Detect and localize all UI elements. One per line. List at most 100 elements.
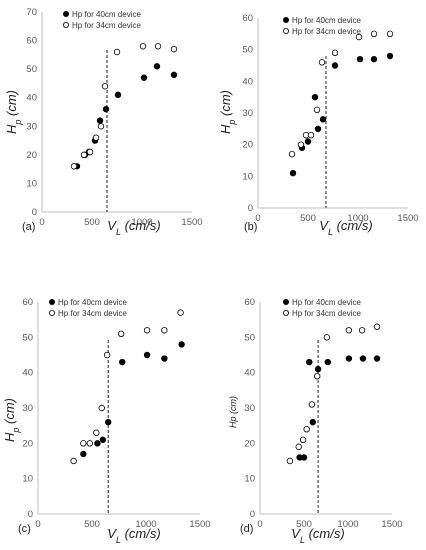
legend-marker bbox=[63, 21, 70, 28]
legend-marker bbox=[63, 10, 70, 17]
data-point bbox=[370, 30, 378, 38]
x-tick-label: 0 bbox=[255, 213, 260, 224]
y-axis-label: Hp (cm) bbox=[218, 90, 237, 134]
data-point bbox=[154, 43, 162, 50]
data-point bbox=[289, 169, 297, 177]
data-point bbox=[314, 125, 322, 133]
chart-panel-3: 0 10 20 30 40 50 60 0 500 1000 1500 Hp for 40cm dev… bbox=[2, 297, 211, 545]
data-point bbox=[153, 63, 161, 70]
y-tick-label: 40 bbox=[26, 93, 37, 104]
data-point bbox=[101, 83, 109, 90]
data-point bbox=[306, 358, 313, 366]
legend-entry: Hp for 34cm device bbox=[292, 309, 361, 318]
data-point bbox=[386, 52, 394, 60]
y-tick-label: 20 bbox=[26, 150, 37, 161]
y-tick-label: 10 bbox=[242, 171, 253, 182]
data-point bbox=[170, 45, 178, 53]
x-tick-label: 1500 bbox=[181, 217, 202, 228]
data-point bbox=[86, 440, 94, 447]
data-point bbox=[143, 351, 151, 359]
chart-panel-2: 0 10 20 30 40 50 60 0 500 1000 1500 Hp for 40cm dev… bbox=[218, 13, 419, 237]
data-point bbox=[345, 355, 353, 362]
y-tick-label: 10 bbox=[22, 474, 33, 485]
x-tick-label: 1000 bbox=[135, 519, 156, 530]
data-point bbox=[102, 105, 110, 113]
data-point bbox=[113, 48, 121, 56]
y-tick-label: 60 bbox=[26, 36, 37, 47]
data-point bbox=[331, 62, 339, 69]
data-point bbox=[359, 355, 367, 362]
data-point bbox=[331, 49, 339, 57]
data-point bbox=[295, 443, 302, 451]
data-point bbox=[311, 93, 319, 101]
legend-entry: Hp for 34cm device bbox=[292, 27, 361, 36]
data-point bbox=[309, 418, 316, 426]
y-tick-label: 70 bbox=[26, 7, 37, 18]
data-point bbox=[286, 457, 294, 465]
y-tick-label: 30 bbox=[242, 108, 253, 119]
x-tick-label: 0 bbox=[35, 519, 40, 530]
data-point bbox=[297, 141, 305, 148]
data-point bbox=[358, 327, 366, 334]
x-tick-label: 1000 bbox=[131, 217, 152, 228]
y-tick-label: 50 bbox=[26, 64, 37, 75]
panel-label: (c) bbox=[18, 523, 31, 535]
data-point bbox=[177, 309, 184, 316]
data-point bbox=[308, 401, 316, 408]
data-point bbox=[314, 365, 322, 373]
data-point bbox=[386, 30, 394, 38]
y-tick-label: 40 bbox=[244, 368, 255, 379]
legend-marker bbox=[49, 309, 56, 316]
x-axis-label: VL (cm/s) bbox=[319, 218, 372, 237]
data-point bbox=[373, 323, 381, 330]
data-point bbox=[161, 355, 168, 362]
data-point bbox=[373, 355, 381, 362]
data-point bbox=[114, 91, 122, 99]
data-point bbox=[97, 123, 105, 130]
data-point bbox=[140, 74, 148, 81]
y-tick-label: 20 bbox=[244, 438, 255, 449]
data-point bbox=[288, 150, 296, 158]
data-point bbox=[93, 429, 100, 436]
legend-entry: Hp for 34cm device bbox=[72, 21, 141, 30]
data-point bbox=[96, 117, 104, 124]
x-tick-label: 1000 bbox=[347, 213, 368, 224]
legend-marker bbox=[282, 298, 289, 305]
data-point bbox=[80, 440, 87, 447]
data-point bbox=[139, 43, 147, 50]
data-point bbox=[314, 373, 321, 380]
legend-entry: Hp for 40cm device bbox=[72, 10, 141, 19]
y-tick-label: 50 bbox=[244, 332, 255, 343]
data-point bbox=[119, 358, 126, 366]
x-tick-label: 1500 bbox=[189, 519, 210, 530]
x-tick-label: 1500 bbox=[397, 213, 418, 224]
data-point bbox=[299, 436, 307, 443]
data-point bbox=[103, 351, 111, 359]
panel-label: (b) bbox=[244, 221, 257, 233]
data-point bbox=[98, 404, 105, 412]
x-tick-label: 1000 bbox=[337, 519, 358, 530]
y-axis-label: Hp (cm) bbox=[2, 398, 21, 442]
data-point bbox=[143, 327, 151, 334]
x-axis-label: VL (cm/s) bbox=[107, 526, 160, 545]
y-tick-label: 30 bbox=[22, 403, 33, 414]
x-axis-label: VL (cm/s) bbox=[291, 526, 344, 545]
data-point bbox=[178, 341, 185, 348]
y-tick-label: 0 bbox=[28, 509, 33, 520]
x-tick-label: 1500 bbox=[381, 519, 402, 530]
data-point bbox=[161, 327, 168, 334]
y-tick-label: 60 bbox=[22, 297, 33, 308]
y-axis-label: Hp (cm) bbox=[4, 90, 23, 134]
y-tick-label: 20 bbox=[242, 140, 253, 151]
y-tick-label: 50 bbox=[242, 45, 253, 56]
y-tick-label: 40 bbox=[242, 76, 253, 87]
x-tick-label: 500 bbox=[84, 519, 100, 530]
x-tick-label: 0 bbox=[39, 217, 44, 228]
y-tick-label: 40 bbox=[22, 368, 33, 379]
data-point bbox=[319, 116, 327, 123]
data-point bbox=[80, 151, 88, 159]
y-tick-label: 30 bbox=[244, 403, 255, 414]
y-tick-label: 10 bbox=[26, 178, 37, 189]
x-axis-label: VL (cm/s) bbox=[107, 218, 160, 237]
